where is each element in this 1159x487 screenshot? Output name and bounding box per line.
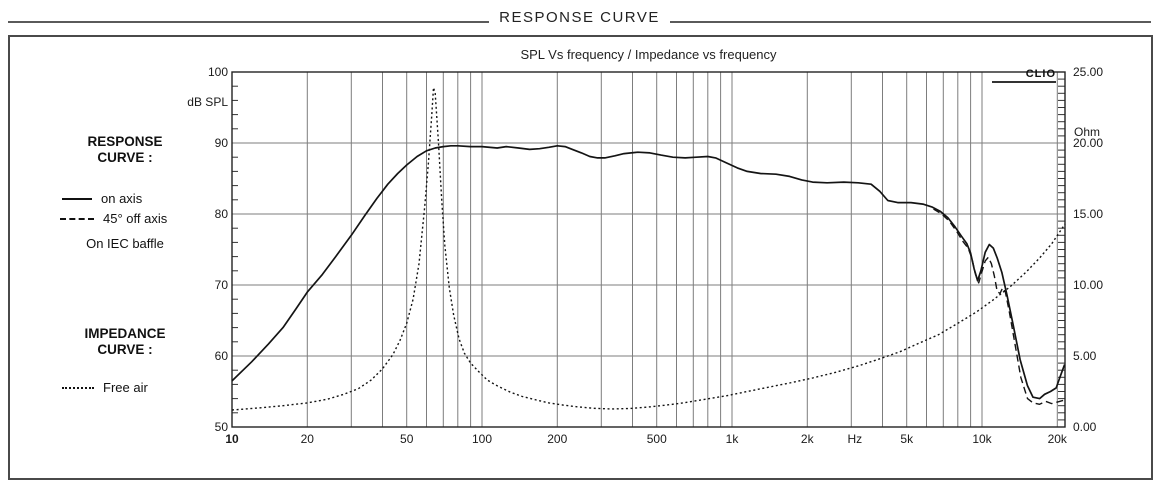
y-left-axis-unit: dB SPL xyxy=(187,95,228,109)
legend-on-axis-label: on axis xyxy=(101,191,143,206)
x-tick-label: 20k xyxy=(1047,432,1067,446)
y-right-tick-label: 10.00 xyxy=(1073,278,1104,292)
x-tick-label: 2k xyxy=(800,432,814,446)
y-left-tick-label: 50 xyxy=(214,420,228,434)
y-right-axis-unit: Ohm xyxy=(1074,125,1101,139)
y-right-tick-label: 20.00 xyxy=(1073,136,1104,150)
y-left-tick-label: 70 xyxy=(214,278,228,292)
x-tick-label: 20 xyxy=(300,432,314,446)
x-tick-label: 10 xyxy=(225,432,239,446)
response-legend-title-line2: CURVE : xyxy=(97,150,153,165)
page-title-text: RESPONSE CURVE xyxy=(489,9,670,26)
impedance-legend-title-line1: IMPEDANCE xyxy=(84,326,166,341)
curve-45-off-axis xyxy=(933,208,1065,405)
curve-on-axis xyxy=(231,144,1066,400)
y-left-tick-label: 60 xyxy=(214,349,228,363)
x-tick-label: 200 xyxy=(547,432,568,446)
y-right-tick-label: 25.00 xyxy=(1073,65,1104,79)
x-tick-label: 1k xyxy=(725,432,739,446)
legend-item-on-axis: on axis xyxy=(62,191,142,206)
curve-free-air xyxy=(231,86,1066,411)
chart-title: SPL Vs frequency / Impedance vs frequenc… xyxy=(520,47,777,62)
chart-frame xyxy=(8,35,1153,480)
x-axis-unit-label: Hz xyxy=(847,432,863,446)
response-legend-title: RESPONSE CURVE : xyxy=(55,134,195,166)
x-tick-label: 500 xyxy=(646,432,667,446)
page-title: RESPONSE CURVE xyxy=(0,9,1159,27)
impedance-legend-title-line2: CURVE : xyxy=(97,342,153,357)
y-left-tick-label: 100 xyxy=(207,65,228,79)
legend-free-air-label: Free air xyxy=(103,380,148,395)
legend-off-axis-label: 45° off axis xyxy=(103,211,168,226)
x-tick-label: 10k xyxy=(972,432,992,446)
x-tick-label: 5k xyxy=(900,432,914,446)
legend-item-off-axis: 45° off axis xyxy=(60,211,167,226)
dotted-line-sample-icon xyxy=(62,386,94,389)
response-legend-title-line1: RESPONSE xyxy=(87,134,163,149)
y-right-tick-label: 5.00 xyxy=(1073,349,1097,363)
y-right-tick-label: 0.00 xyxy=(1073,420,1097,434)
baffle-note: On IEC baffle xyxy=(86,236,164,251)
x-tick-label: 50 xyxy=(400,432,414,446)
clio-logo: CLIO xyxy=(992,68,1056,83)
x-tick-label: 100 xyxy=(471,432,493,446)
plot-border xyxy=(231,71,1066,428)
impedance-legend-title: IMPEDANCE CURVE : xyxy=(55,326,195,358)
y-right-tick-label: 15.00 xyxy=(1073,207,1104,221)
y-left-tick-label: 80 xyxy=(214,207,228,221)
dashed-line-sample-icon xyxy=(60,217,94,220)
solid-line-sample-icon xyxy=(62,197,92,200)
y-left-tick-label: 90 xyxy=(214,136,228,150)
legend-item-free-air: Free air xyxy=(62,380,148,395)
